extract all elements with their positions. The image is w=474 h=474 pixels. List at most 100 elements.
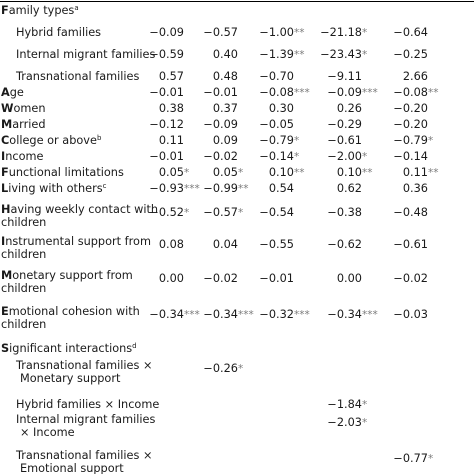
- coefficient-value: 0.11: [402, 166, 428, 179]
- table-row: Age −0.01 −0.01 −0.08*** −0.09*** −0.08**: [0, 86, 474, 108]
- row-label-text: Internal migrant families: [16, 413, 156, 426]
- coefficient-value: −0.34: [149, 308, 184, 321]
- table-cell-coefficient: 0.57: [159, 70, 184, 83]
- row-label-initial: F: [1, 166, 9, 179]
- table-cell-coefficient: −0.59: [149, 48, 184, 61]
- significance-stars: ***: [184, 183, 200, 195]
- table-cell-coefficient: −0.26*: [203, 362, 243, 376]
- table-cell-coefficient: −0.93***: [149, 182, 199, 196]
- table-cell-coefficient: −0.08**: [393, 86, 438, 100]
- row-label: Income: [1, 150, 43, 163]
- table-cell-coefficient: −0.03: [393, 308, 428, 321]
- table-cell-coefficient: −21.18*: [320, 26, 367, 40]
- table-cell-coefficient: 0.38: [159, 102, 184, 115]
- table-row: College or aboveb 0.11 0.09 −0.79* −0.61 −0.7…: [0, 134, 474, 156]
- table-cell-coefficient: −1.39**: [259, 48, 304, 62]
- table-cell-coefficient: −0.62: [327, 238, 362, 251]
- table-cell-coefficient: −2.00*: [327, 150, 367, 164]
- row-label: Transnational families × Emotional suppor…: [16, 449, 152, 474]
- row-label-initial: I: [1, 235, 6, 248]
- row-label-text: ignificant interactions: [9, 342, 133, 355]
- coefficient-value: 0.11: [158, 134, 184, 147]
- coefficient-value: −1.84: [327, 398, 362, 411]
- coefficient-value: −0.14: [259, 150, 294, 163]
- table-cell-coefficient: 0.40: [213, 48, 238, 61]
- coefficient-value: −0.25: [393, 48, 428, 61]
- coefficient-value: −0.01: [203, 86, 238, 99]
- table-cell-coefficient: 0.54: [269, 182, 294, 195]
- coefficient-value: −2.03: [327, 416, 362, 429]
- row-label-text: ncome: [5, 150, 44, 163]
- table-cell-coefficient: 0.04: [213, 238, 238, 251]
- table-cell-coefficient: −0.77*: [393, 452, 433, 466]
- coefficient-value: −0.62: [327, 238, 362, 251]
- coefficient-value: 0.36: [402, 182, 428, 195]
- coefficient-value: −0.09: [149, 26, 184, 39]
- table-row: Transnational families × Emotional suppor…: [0, 449, 474, 474]
- table-cell-coefficient: −1.00**: [259, 26, 304, 40]
- row-label-initial: L: [1, 182, 9, 195]
- table-cell-coefficient: −0.79*: [259, 134, 299, 148]
- table-row: Living with othersc −0.93*** −0.99** 0.54 0.…: [0, 182, 474, 204]
- footnote-marker: d: [132, 342, 137, 350]
- significance-stars: *: [362, 27, 368, 39]
- row-label-initial: I: [1, 150, 6, 163]
- table-cell-coefficient: −0.12: [149, 118, 184, 131]
- coefficient-value: −0.79: [393, 134, 428, 147]
- row-label-line: Monetary support from: [1, 269, 133, 282]
- table-row: Emotional cohesion with children −0.34*** −…: [0, 305, 474, 340]
- row-label-text: onetary support from: [12, 269, 133, 282]
- coefficient-value: 0.40: [212, 48, 238, 61]
- table-cell-coefficient: −0.09: [149, 26, 184, 39]
- table-cell-coefficient: −0.34***: [149, 308, 199, 322]
- row-label-text: ge: [9, 86, 24, 99]
- coefficient-value: −0.08: [393, 86, 428, 99]
- coefficient-value: −0.38: [327, 206, 362, 219]
- row-label-initial: S: [1, 342, 10, 355]
- coefficient-value: 0.00: [336, 272, 362, 285]
- significance-stars: *: [184, 167, 190, 179]
- coefficient-value: −21.18: [320, 26, 362, 39]
- row-label-initial: A: [1, 86, 10, 99]
- table-row: Married −0.12 −0.09 −0.05 −0.29 −0.20: [0, 118, 474, 140]
- table-row: Income −0.01 −0.02 −0.14* −2.00* −0.14: [0, 150, 474, 172]
- coefficient-value: −0.01: [149, 150, 184, 163]
- table-row: Transnational families × Monetary support…: [0, 359, 474, 394]
- footnote-marker: a: [74, 4, 79, 12]
- table-cell-coefficient: −0.34***: [203, 308, 253, 322]
- row-label: Living with othersc: [1, 182, 107, 195]
- coefficient-value: −0.77: [393, 452, 428, 465]
- table-cell-coefficient: −0.32***: [259, 308, 309, 322]
- table-cell-coefficient: −0.09: [203, 118, 238, 131]
- row-label: Monetary support from children: [1, 269, 133, 295]
- coefficient-value: −0.57: [203, 206, 238, 219]
- table-cell-coefficient: −2.03*: [327, 416, 367, 430]
- coefficient-value: 0.26: [336, 102, 362, 115]
- coefficient-value: −0.01: [149, 86, 184, 99]
- row-label-continuation: children: [1, 248, 47, 261]
- row-label: College or aboveb: [1, 134, 101, 147]
- table-row: Monetary support from children 0.00 −0.02 −0…: [0, 269, 474, 304]
- row-label-line: Transnational families ×: [16, 449, 152, 462]
- row-label-continuation: children: [1, 216, 47, 229]
- significance-stars: *: [238, 167, 244, 179]
- row-label-continuation: Emotional support: [20, 462, 124, 474]
- table-cell-coefficient: 0.00: [337, 272, 362, 285]
- significance-stars: ***: [238, 309, 254, 321]
- table-cell-coefficient: −0.14*: [259, 150, 299, 164]
- coefficient-value: −0.55: [259, 238, 294, 251]
- row-label-line: Internal migrant families: [16, 413, 155, 426]
- table-cell-coefficient: −0.48: [393, 206, 428, 219]
- row-label-line: Age: [1, 86, 24, 99]
- coefficient-value: 0.00: [158, 272, 184, 285]
- coefficient-value: −0.32: [259, 308, 294, 321]
- row-label: Married: [1, 118, 46, 131]
- table-row: Family typesa: [0, 4, 474, 26]
- table-row: Women 0.38 0.37 0.30 0.26 −0.20: [0, 102, 474, 124]
- table-cell-coefficient: 0.00: [159, 272, 184, 285]
- table-row: Having weekly contact with children −0.52*…: [0, 203, 474, 238]
- row-label: Instrumental support from children: [1, 235, 151, 261]
- coefficient-value: 0.05: [158, 166, 184, 179]
- table-cell-coefficient: 0.62: [337, 182, 362, 195]
- table-cell-coefficient: 0.08: [159, 238, 184, 251]
